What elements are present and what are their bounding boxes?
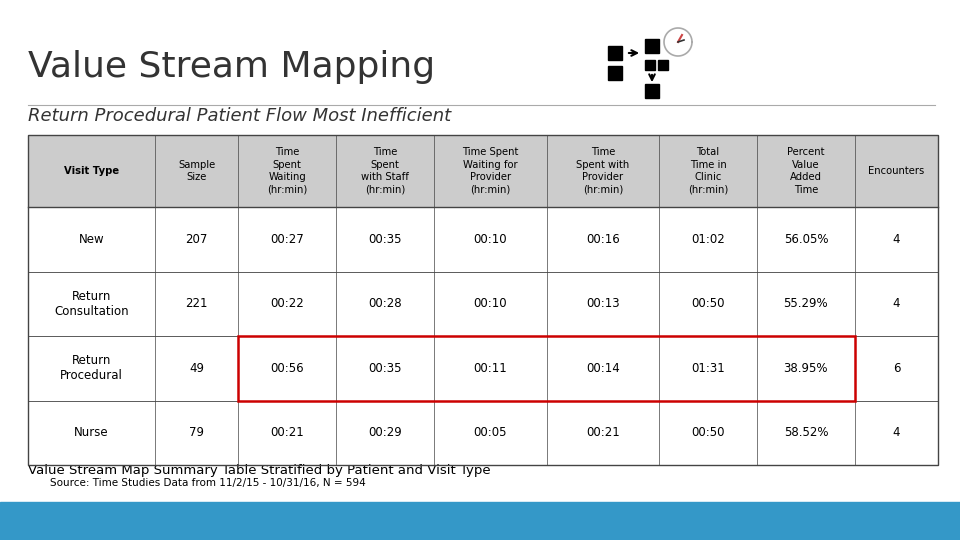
Bar	[28, 207, 938, 272]
Text: 79: 79	[189, 426, 204, 439]
Bar	[645, 60, 655, 70]
Text: Source: Time Studies Data from 11/2/15 - 10/31/16, N = 594: Source: Time Studies Data from 11/2/15 -…	[50, 478, 366, 488]
Text: 00:27: 00:27	[271, 233, 304, 246]
Text: 221: 221	[185, 297, 208, 310]
Text: 00:21: 00:21	[271, 426, 304, 439]
Bar	[238, 336, 854, 401]
Text: 00:50: 00:50	[691, 426, 725, 439]
Text: 00:13: 00:13	[586, 297, 619, 310]
Text: 00:21: 00:21	[586, 426, 620, 439]
Bar	[28, 401, 938, 465]
Text: 4: 4	[893, 297, 900, 310]
Text: Value Stream Mapping: Value Stream Mapping	[28, 50, 435, 84]
Text: 00:11: 00:11	[473, 362, 507, 375]
Text: Time
Spent
Waiting
(hr:min): Time Spent Waiting (hr:min)	[267, 147, 307, 194]
Bar	[28, 135, 938, 465]
Bar	[645, 84, 659, 98]
Text: 00:10: 00:10	[473, 233, 507, 246]
Text: New: New	[79, 233, 105, 246]
Text: Time
Spent with
Provider
(hr:min): Time Spent with Provider (hr:min)	[576, 147, 630, 194]
Text: Time Spent
Waiting for
Provider
(hr:min): Time Spent Waiting for Provider (hr:min)	[462, 147, 518, 194]
Text: 00:56: 00:56	[271, 362, 304, 375]
Text: 49: 49	[189, 362, 204, 375]
Bar	[608, 66, 622, 80]
Text: 00:35: 00:35	[369, 233, 402, 246]
Bar	[28, 336, 938, 401]
Text: 00:22: 00:22	[271, 297, 304, 310]
Text: 01:31: 01:31	[691, 362, 725, 375]
Text: 6: 6	[893, 362, 900, 375]
Text: Return Procedural Patient Flow Most Inefficient: Return Procedural Patient Flow Most Inef…	[28, 107, 451, 125]
Bar	[645, 39, 659, 53]
Text: 4: 4	[893, 426, 900, 439]
Text: Nurse: Nurse	[74, 426, 108, 439]
Bar	[28, 272, 938, 336]
Bar	[658, 60, 668, 70]
Text: Total
Time in
Clinic
(hr:min): Total Time in Clinic (hr:min)	[688, 147, 729, 194]
Text: 00:29: 00:29	[369, 426, 402, 439]
Text: 00:28: 00:28	[369, 297, 402, 310]
Text: Visit Type: Visit Type	[64, 166, 119, 176]
Text: 58.52%: 58.52%	[783, 426, 828, 439]
Text: 00:05: 00:05	[473, 426, 507, 439]
Text: 00:16: 00:16	[586, 233, 620, 246]
Text: 01:02: 01:02	[691, 233, 725, 246]
Text: 56.05%: 56.05%	[783, 233, 828, 246]
Text: 00:50: 00:50	[691, 297, 725, 310]
Text: Sample
Size: Sample Size	[179, 160, 215, 182]
Text: Time
Spent
with Staff
(hr:min): Time Spent with Staff (hr:min)	[361, 147, 409, 194]
Text: 55.29%: 55.29%	[783, 297, 828, 310]
Text: 00:10: 00:10	[473, 297, 507, 310]
Bar	[0, 502, 960, 540]
Text: 207: 207	[185, 233, 208, 246]
Text: Return
Procedural: Return Procedural	[60, 354, 123, 382]
Bar	[608, 46, 622, 60]
Text: 00:35: 00:35	[369, 362, 402, 375]
Text: Percent
Value
Added
Time: Percent Value Added Time	[787, 147, 825, 194]
Bar	[28, 135, 938, 207]
Text: 38.95%: 38.95%	[783, 362, 828, 375]
Text: Return
Consultation: Return Consultation	[55, 290, 129, 318]
Text: 4: 4	[893, 233, 900, 246]
Text: 00:14: 00:14	[586, 362, 620, 375]
Text: Value Stream Map Summary Table Stratified by Patient and Visit Type: Value Stream Map Summary Table Stratifie…	[28, 464, 491, 477]
Text: Encounters: Encounters	[868, 166, 924, 176]
